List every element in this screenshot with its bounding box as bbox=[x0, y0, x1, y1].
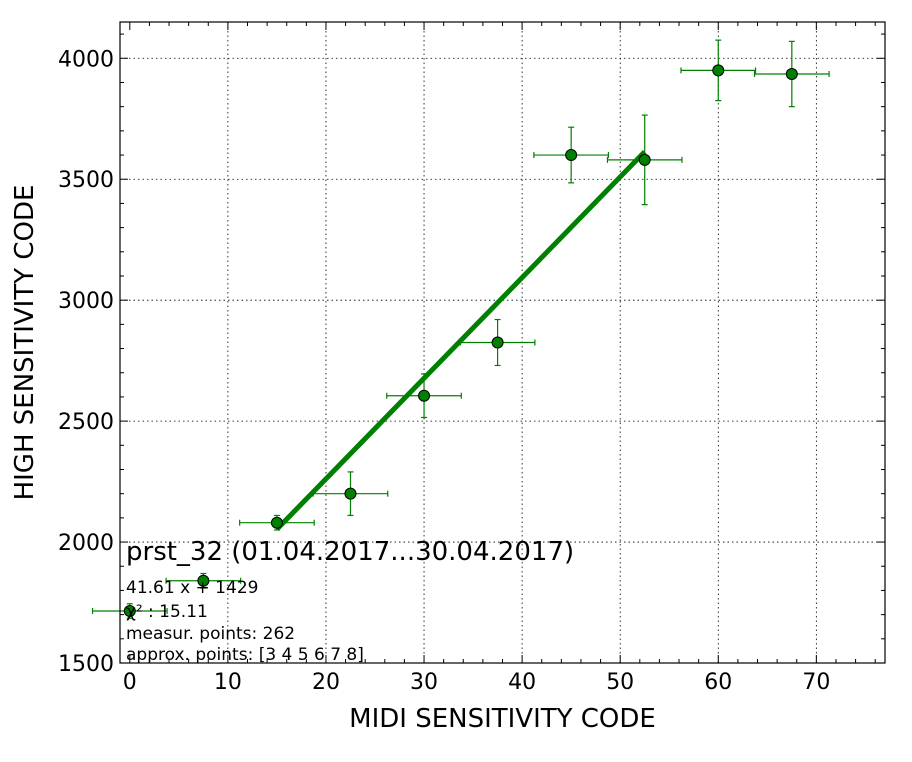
chi-squared: χ² : 15.11 bbox=[126, 602, 208, 622]
y-axis-label: HIGH SENSITIVITY CODE bbox=[10, 185, 40, 501]
y-tick-label: 4000 bbox=[58, 47, 114, 72]
fit-equation: 41.61 x + 1429 bbox=[126, 578, 258, 598]
x-tick-label: 30 bbox=[410, 670, 438, 695]
x-tick-label: 0 bbox=[123, 670, 137, 695]
data-point bbox=[638, 153, 651, 166]
data-point bbox=[565, 149, 578, 162]
x-axis-label: MIDI SENSITIVITY CODE bbox=[349, 704, 656, 734]
data-point bbox=[270, 516, 283, 529]
axis-ticks bbox=[120, 22, 885, 664]
plot-frame bbox=[119, 21, 886, 664]
x-tick-label: 70 bbox=[802, 670, 830, 695]
approx-points: approx. points: [3 4 5 6 7 8] bbox=[126, 645, 364, 665]
y-tick-label: 3500 bbox=[58, 168, 114, 193]
data-point bbox=[344, 487, 357, 500]
y-tick-label: 1500 bbox=[58, 652, 114, 677]
data-points bbox=[91, 39, 830, 619]
y-tick-label: 2000 bbox=[58, 531, 114, 556]
data-point bbox=[712, 64, 725, 77]
y-tick-label: 2500 bbox=[58, 410, 114, 435]
tick-labels: 0 10 20 30 40 50 60 70 1500 2000 2500 3000 3500 4000 bbox=[58, 47, 830, 695]
y-tick-label: 3000 bbox=[58, 289, 114, 314]
x-tick-label: 50 bbox=[606, 670, 634, 695]
data-point bbox=[197, 574, 210, 587]
x-tick-label: 60 bbox=[704, 670, 732, 695]
x-tick-label: 20 bbox=[312, 670, 340, 695]
data-point bbox=[418, 389, 431, 402]
measurement-points: measur. points: 262 bbox=[126, 624, 295, 644]
data-point bbox=[491, 336, 504, 349]
data-point bbox=[785, 68, 798, 81]
x-tick-label: 10 bbox=[214, 670, 242, 695]
chart-title: prst_32 (01.04.2017...30.04.2017) bbox=[126, 537, 574, 567]
data-point bbox=[123, 604, 136, 617]
x-tick-label: 40 bbox=[508, 670, 536, 695]
